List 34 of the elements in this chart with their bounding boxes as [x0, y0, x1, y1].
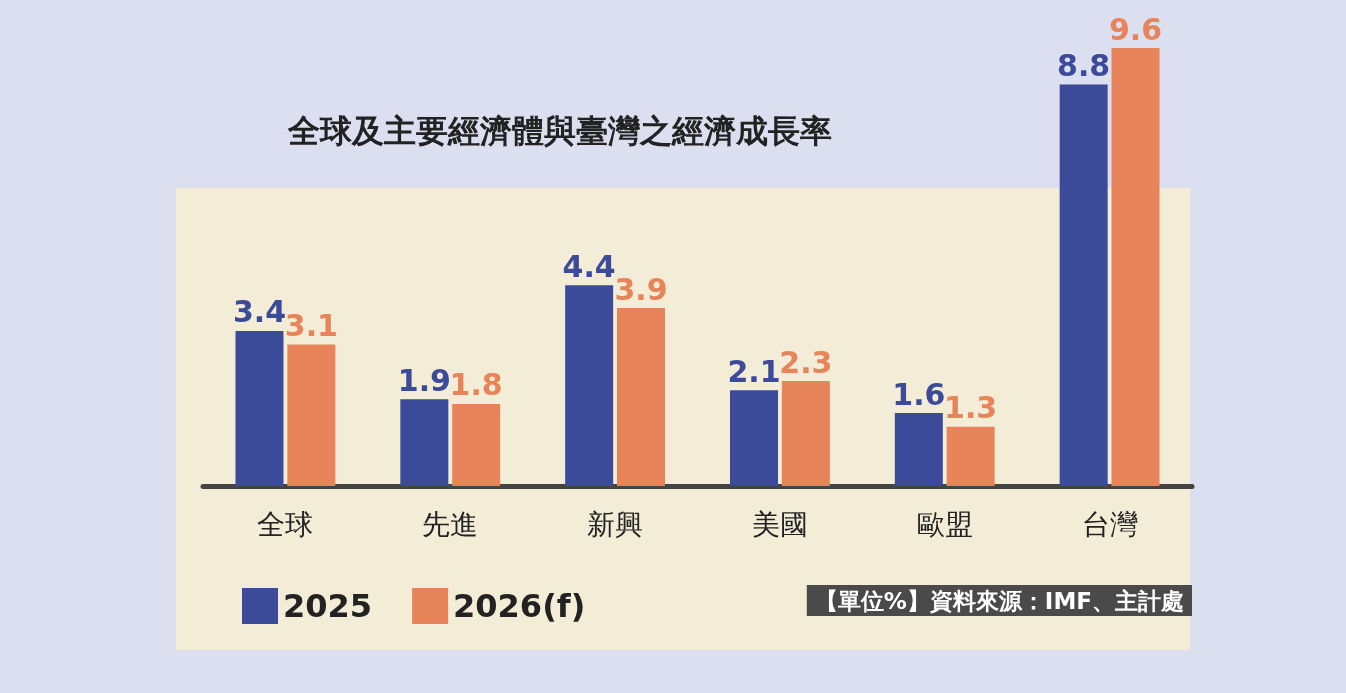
data-label: 4.4: [562, 248, 616, 284]
bar: [400, 399, 449, 486]
data-label: 2.1: [727, 353, 781, 389]
x-tick-label: 先進: [422, 507, 479, 541]
data-label: 1.8: [449, 367, 503, 403]
bar: [452, 403, 501, 486]
x-tick-label: 美國: [751, 507, 808, 541]
text: 全球及主要經濟體與臺灣之經濟成長率: [287, 112, 832, 150]
data-label: 3.4: [232, 294, 287, 330]
bar: [946, 426, 995, 486]
x-tick-label: 新興: [587, 507, 644, 541]
data-label: 9.6: [1108, 11, 1163, 47]
text: 【單位%】資料來源：IMF、主計處: [814, 587, 1184, 614]
bar: [781, 381, 830, 486]
legend-label: 2026(f): [453, 587, 586, 625]
x-tick-label: 台灣: [1081, 507, 1138, 541]
x-tick-label: 歐盟: [916, 507, 973, 541]
legend-label: 2025: [283, 587, 373, 625]
data-label: 8.8: [1057, 48, 1111, 83]
bar: [1059, 84, 1108, 486]
bar: [235, 330, 284, 486]
bar: [617, 308, 665, 486]
data-label: 1.3: [944, 390, 998, 426]
data-label: 2.3: [779, 344, 833, 380]
bar: [565, 285, 614, 486]
data-label: 3.9: [614, 271, 668, 307]
bar: [1111, 48, 1160, 486]
data-label: 3.1: [284, 308, 338, 344]
x-tick-label: 全球: [257, 507, 314, 541]
data-label: 1.6: [892, 376, 946, 412]
bar: [730, 390, 778, 486]
bar: [894, 413, 943, 486]
bar: [287, 344, 336, 486]
data-label: 1.9: [397, 362, 451, 398]
